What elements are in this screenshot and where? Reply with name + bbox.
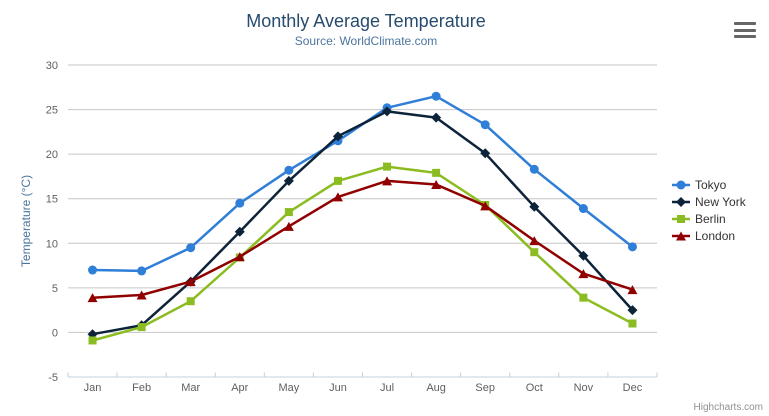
marker-berlin-Jan[interactable] — [88, 336, 97, 345]
legend-item-new-york[interactable]: New York — [672, 193, 746, 210]
marker-london-Apr[interactable] — [234, 252, 245, 262]
marker-london-Jul[interactable] — [382, 176, 393, 186]
credits-link[interactable]: Highcharts.com — [693, 402, 763, 413]
x-axis-label: May — [278, 382, 299, 394]
marker-london-Aug[interactable] — [431, 179, 442, 189]
marker-new-york-Dec[interactable] — [627, 305, 638, 316]
legend-marker-circle-icon — [672, 180, 690, 189]
legend-marker-square-icon — [672, 214, 690, 223]
hamburger-bar — [734, 35, 756, 38]
x-axis-label: Aug — [426, 382, 446, 394]
marker-berlin-Aug[interactable] — [432, 168, 441, 177]
legend-marker-shape[interactable] — [676, 231, 686, 240]
x-axis-label: Mar — [181, 382, 200, 394]
legend-item-london[interactable]: London — [672, 227, 746, 244]
marker-london-Oct[interactable] — [529, 236, 540, 246]
marker-london-Sep[interactable] — [480, 201, 491, 211]
marker-berlin-Jun[interactable] — [333, 176, 342, 185]
legend-label: New York — [695, 194, 746, 209]
marker-berlin-May[interactable] — [284, 208, 293, 217]
chart-title: Monthly Average Temperature — [246, 11, 486, 31]
y-axis-label: 25 — [46, 105, 58, 117]
marker-new-york-Sep[interactable] — [480, 148, 491, 159]
series-line-london[interactable] — [92, 179, 633, 299]
y-axis-label: 10 — [46, 238, 58, 250]
x-axis-label: Jul — [380, 382, 394, 394]
x-axis-label: Jun — [329, 382, 347, 394]
y-axis-label: 15 — [46, 194, 58, 206]
marker-berlin-Dec[interactable] — [628, 319, 637, 328]
y-axis-label: -5 — [48, 372, 58, 384]
hamburger-bar — [734, 28, 756, 32]
marker-berlin-Jul[interactable] — [383, 162, 392, 171]
marker-tokyo-Mar[interactable] — [186, 243, 196, 253]
legend-marker-diamond-icon — [672, 196, 690, 207]
legend-marker-shape[interactable] — [676, 196, 686, 207]
marker-london-Jun[interactable] — [332, 192, 343, 202]
y-axis-label: 30 — [46, 60, 58, 72]
marker-new-york-Aug[interactable] — [431, 112, 442, 123]
series-line-berlin[interactable] — [92, 165, 634, 342]
legend-marker-triangle-icon — [672, 231, 690, 240]
marker-tokyo-Aug[interactable] — [431, 91, 441, 101]
legend-label: Berlin — [695, 211, 726, 226]
y-axis-label: 20 — [46, 149, 58, 161]
series-line-new-york[interactable] — [92, 110, 634, 336]
marker-new-york-Jul[interactable] — [382, 106, 393, 117]
legend-marker-shape[interactable] — [676, 180, 686, 189]
x-axis-label: Sep — [475, 382, 495, 394]
marker-london-May[interactable] — [283, 221, 294, 231]
chart-subtitle: Source: WorldClimate.com — [294, 34, 438, 48]
marker-new-york-Apr[interactable] — [234, 226, 245, 237]
marker-berlin-Feb[interactable] — [137, 323, 146, 332]
legend-label: Tokyo — [695, 177, 727, 192]
y-axis-label: 5 — [52, 283, 58, 295]
marker-new-york-Oct[interactable] — [529, 201, 540, 212]
marker-london-Feb[interactable] — [136, 290, 147, 300]
series-line-tokyo[interactable] — [92, 94, 634, 273]
hamburger-menu-icon[interactable] — [732, 20, 758, 40]
marker-tokyo-Dec[interactable] — [627, 242, 637, 252]
marker-berlin-Oct[interactable] — [530, 248, 539, 257]
legend: Tokyo New York Berlin London — [672, 176, 746, 244]
x-axis-label: Oct — [526, 382, 543, 394]
marker-berlin-Mar[interactable] — [186, 297, 195, 306]
legend-item-tokyo[interactable]: Tokyo — [672, 176, 746, 193]
marker-new-york-Nov[interactable] — [578, 250, 589, 261]
marker-london-Dec[interactable] — [627, 285, 638, 295]
marker-tokyo-Sep[interactable] — [480, 120, 490, 130]
marker-new-york-Jun[interactable] — [332, 131, 343, 142]
marker-london-Mar[interactable] — [185, 277, 196, 287]
x-axis-label: Apr — [231, 382, 248, 394]
legend-item-berlin[interactable]: Berlin — [672, 210, 746, 227]
x-axis-label: Jan — [84, 382, 102, 394]
marker-tokyo-Apr[interactable] — [235, 198, 245, 208]
marker-london-Nov[interactable] — [578, 269, 589, 279]
marker-new-york-May[interactable] — [283, 175, 294, 186]
marker-tokyo-Feb[interactable] — [137, 266, 147, 276]
hamburger-bar — [734, 22, 756, 25]
marker-tokyo-Jan[interactable] — [88, 265, 98, 275]
y-axis-label: 0 — [52, 327, 58, 339]
legend-marker-shape[interactable] — [677, 214, 685, 223]
marker-tokyo-May[interactable] — [284, 165, 294, 175]
x-axis-label: Feb — [132, 382, 151, 394]
x-axis-label: Dec — [623, 382, 643, 394]
legend-label: London — [695, 228, 736, 243]
marker-berlin-Nov[interactable] — [579, 293, 588, 302]
x-axis-label: Nov — [574, 382, 594, 394]
marker-london-Jan[interactable] — [87, 293, 98, 303]
marker-tokyo-Nov[interactable] — [578, 204, 588, 214]
marker-tokyo-Oct[interactable] — [529, 164, 539, 174]
